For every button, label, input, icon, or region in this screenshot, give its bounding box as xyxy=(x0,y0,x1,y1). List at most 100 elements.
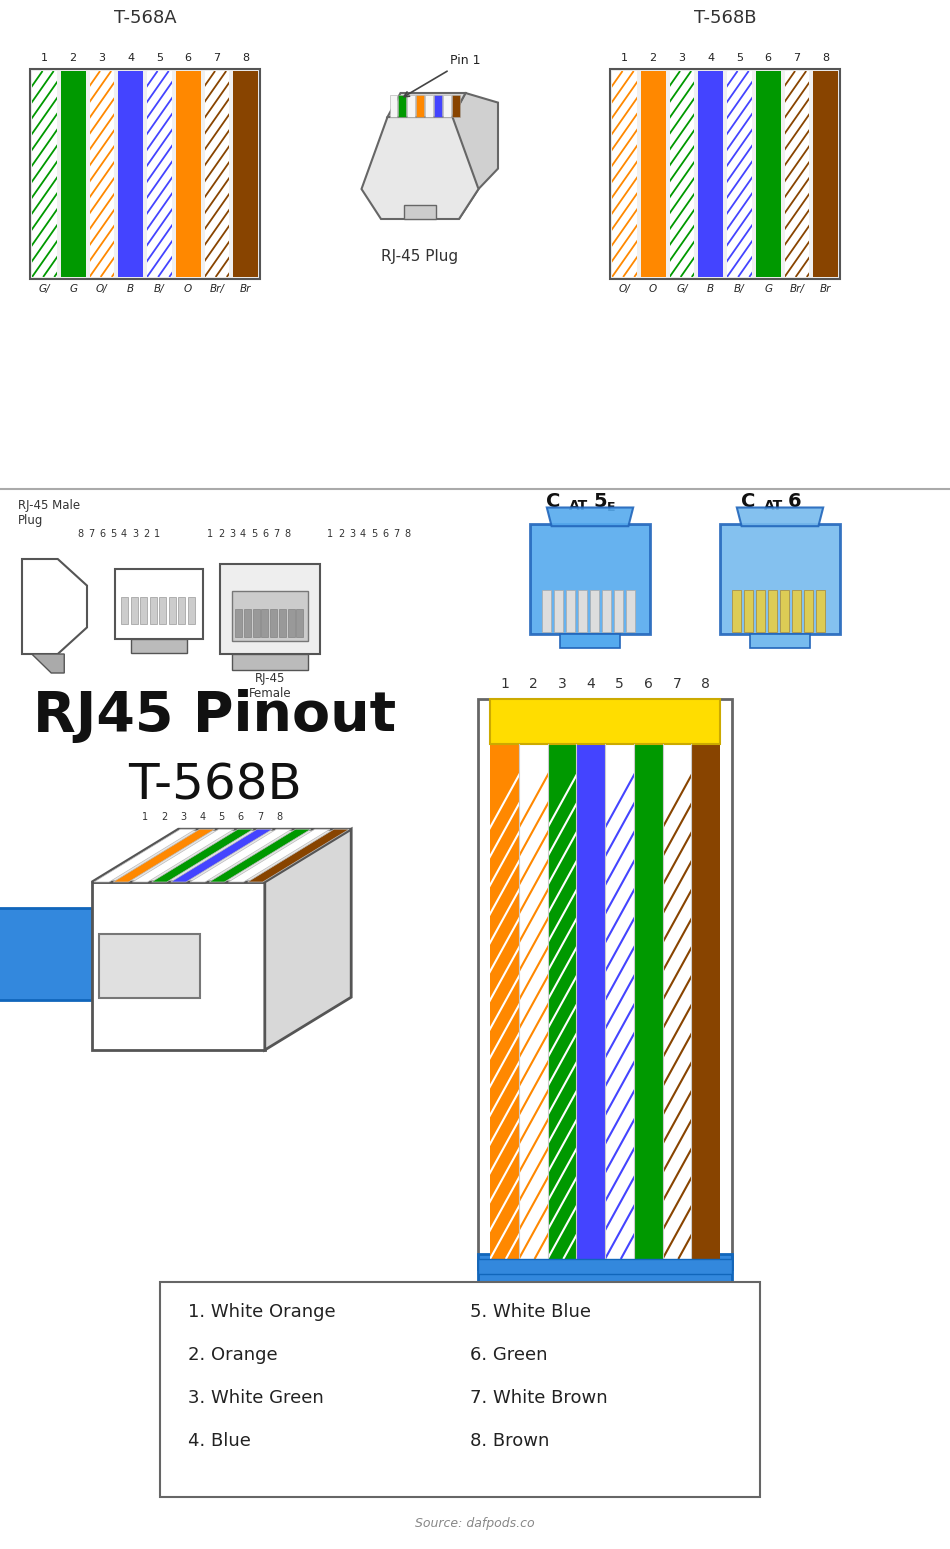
Text: 2: 2 xyxy=(69,53,77,64)
Bar xyxy=(426,96,433,118)
Text: B/: B/ xyxy=(734,283,745,294)
Text: 2: 2 xyxy=(161,812,167,823)
Text: RJ-45 Plug: RJ-45 Plug xyxy=(382,249,459,263)
Bar xyxy=(160,1283,760,1496)
Bar xyxy=(590,590,599,632)
Bar xyxy=(813,71,838,277)
Text: 7: 7 xyxy=(793,53,801,64)
Text: 7: 7 xyxy=(393,530,399,539)
Bar xyxy=(99,934,200,999)
Bar xyxy=(547,744,577,1259)
Text: 5: 5 xyxy=(370,530,377,539)
Bar xyxy=(640,71,666,277)
Bar xyxy=(792,590,801,632)
Bar xyxy=(662,744,692,1259)
Bar xyxy=(670,71,694,277)
Text: 7: 7 xyxy=(214,53,220,64)
Bar xyxy=(232,654,308,671)
Text: 4: 4 xyxy=(586,677,595,691)
Bar xyxy=(408,96,415,118)
Bar xyxy=(554,590,563,632)
Text: Br/: Br/ xyxy=(209,283,224,294)
Text: 2: 2 xyxy=(142,530,149,539)
Bar xyxy=(140,596,147,624)
Text: 5: 5 xyxy=(110,530,116,539)
Polygon shape xyxy=(190,829,292,881)
Text: 5: 5 xyxy=(593,493,607,511)
Bar xyxy=(634,744,662,1259)
Bar xyxy=(720,524,840,634)
Text: 5: 5 xyxy=(615,677,624,691)
Text: RJ-45 Male
Plug: RJ-45 Male Plug xyxy=(18,499,80,527)
Bar xyxy=(530,524,650,634)
Text: 2: 2 xyxy=(650,53,656,64)
Bar xyxy=(253,609,259,637)
Text: 3: 3 xyxy=(229,530,235,539)
Bar xyxy=(542,590,551,632)
Bar xyxy=(204,71,229,277)
Text: 1: 1 xyxy=(154,530,160,539)
Bar xyxy=(405,204,436,218)
Bar xyxy=(750,634,810,647)
Bar xyxy=(235,609,242,637)
Text: 1. White Orange: 1. White Orange xyxy=(188,1303,335,1321)
Bar xyxy=(176,71,200,277)
Bar xyxy=(804,590,813,632)
Text: 8: 8 xyxy=(822,53,829,64)
Text: 6: 6 xyxy=(184,53,192,64)
Bar xyxy=(434,96,442,118)
Text: AT: AT xyxy=(764,499,783,513)
Text: T-568A: T-568A xyxy=(114,9,177,26)
Text: 8. Brown: 8. Brown xyxy=(470,1433,549,1450)
Bar xyxy=(768,590,777,632)
Bar xyxy=(61,71,86,277)
Text: 1: 1 xyxy=(327,530,333,539)
Bar xyxy=(244,609,251,637)
Text: 6: 6 xyxy=(788,493,802,511)
Bar xyxy=(452,96,460,118)
Text: 1: 1 xyxy=(41,53,48,64)
Text: 8: 8 xyxy=(276,812,282,823)
Text: B/: B/ xyxy=(154,283,164,294)
Bar xyxy=(121,596,128,624)
Bar xyxy=(168,596,176,624)
Bar xyxy=(149,596,157,624)
Polygon shape xyxy=(132,829,234,881)
Bar xyxy=(756,590,765,632)
Text: 6: 6 xyxy=(262,530,268,539)
Text: 2: 2 xyxy=(218,530,224,539)
Text: B: B xyxy=(707,283,714,294)
Bar xyxy=(131,640,187,654)
Bar xyxy=(390,96,397,118)
Text: 5. White Blue: 5. White Blue xyxy=(470,1303,591,1321)
Bar xyxy=(612,71,637,277)
Bar xyxy=(398,96,407,118)
Bar xyxy=(626,590,635,632)
Bar xyxy=(577,744,605,1259)
Text: O/: O/ xyxy=(96,283,107,294)
Polygon shape xyxy=(547,508,634,527)
Text: 6: 6 xyxy=(238,812,244,823)
Text: Br: Br xyxy=(240,283,252,294)
Bar xyxy=(478,1259,732,1273)
Bar xyxy=(732,590,741,632)
Bar xyxy=(178,596,185,624)
Bar xyxy=(490,699,720,744)
Polygon shape xyxy=(737,508,824,527)
Text: 4: 4 xyxy=(707,53,714,64)
Text: 7: 7 xyxy=(273,530,279,539)
Text: O: O xyxy=(184,283,192,294)
Text: 8: 8 xyxy=(242,53,249,64)
Bar xyxy=(220,564,320,654)
Text: 3: 3 xyxy=(132,530,138,539)
Text: RJ-45
Female: RJ-45 Female xyxy=(249,672,292,700)
Bar xyxy=(785,71,809,277)
Text: 5: 5 xyxy=(251,530,257,539)
Text: 8: 8 xyxy=(701,677,710,691)
Text: B: B xyxy=(127,283,134,294)
Text: 4: 4 xyxy=(200,812,205,823)
Text: 3: 3 xyxy=(180,812,186,823)
Text: 8: 8 xyxy=(404,530,410,539)
Polygon shape xyxy=(31,654,65,672)
Text: 6: 6 xyxy=(99,530,105,539)
